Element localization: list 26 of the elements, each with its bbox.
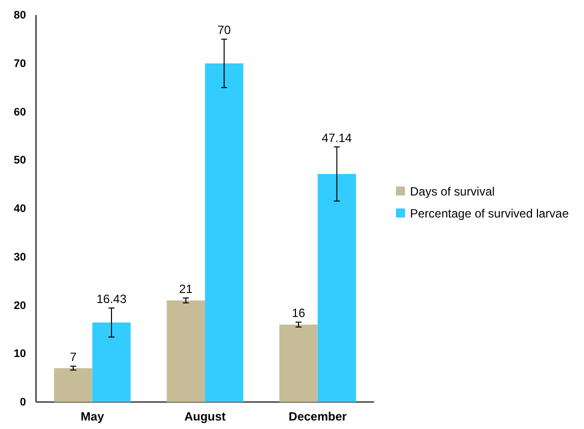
y-tick-label: 40: [14, 203, 26, 216]
y-tick-label: 60: [14, 106, 26, 118]
data-label: 47.14: [322, 130, 352, 145]
data-label: 16: [292, 306, 306, 320]
bar: [205, 63, 244, 402]
bar: [279, 324, 318, 402]
x-tick-label: May: [80, 410, 104, 424]
data-label: 16.43: [96, 292, 127, 306]
y-tick-label: 10: [14, 348, 26, 360]
y-tick-label: 20: [14, 300, 26, 312]
y-tick-label: 80: [14, 10, 26, 22]
x-tick-label: December: [288, 410, 348, 424]
y-tick-label: 0: [20, 396, 26, 409]
legend-label: Percentage of survived larvae: [410, 206, 570, 220]
bar: [54, 368, 92, 402]
y-tick-label: 30: [14, 251, 26, 264]
data-label: 7: [70, 350, 77, 364]
y-tick-label: 50: [14, 154, 26, 167]
x-tick-label: August: [184, 410, 226, 424]
bar: [166, 300, 205, 402]
legend-label: Days of survival: [410, 184, 495, 198]
y-tick-label: 70: [14, 58, 26, 70]
bar: [318, 174, 356, 402]
data-label: 70: [217, 23, 232, 38]
bar: [92, 322, 131, 402]
data-label: 21: [179, 282, 193, 296]
